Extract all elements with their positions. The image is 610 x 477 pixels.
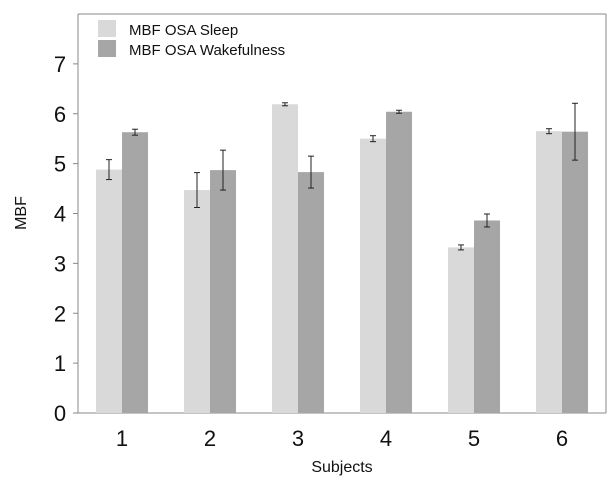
x-tick-label: 6 [556, 426, 568, 451]
error-bar-wakefulness-6 [572, 102, 578, 161]
y-tick-label: 0 [54, 401, 66, 426]
plot-frame [77, 13, 607, 414]
error-bar-sleep-5 [458, 244, 464, 251]
bar-wakefulness-1 [122, 132, 148, 414]
legend-swatch [98, 40, 116, 57]
y-tick-label: 3 [54, 251, 66, 276]
bar-sleep-3 [272, 104, 298, 414]
y-tick-label: 5 [54, 152, 66, 177]
error-bar-wakefulness-5 [484, 213, 490, 228]
legend: MBF OSA Sleep MBF OSA Wakefulness [98, 20, 285, 59]
bar-sleep-4 [360, 138, 386, 413]
legend-label: MBF OSA Sleep [129, 22, 238, 39]
y-tick-label: 1 [54, 351, 66, 376]
error-bar-sleep-4 [370, 135, 376, 143]
error-bar-sleep-6 [546, 128, 552, 135]
x-tick-label: 3 [292, 426, 304, 451]
legend-swatch [98, 20, 116, 37]
bar-wakefulness-5 [474, 220, 500, 413]
legend-item-wakefulness: MBF OSA Wakefulness [98, 40, 285, 59]
bar-wakefulness-6 [562, 131, 588, 413]
error-bar-sleep-3 [282, 102, 288, 107]
x-tick-label: 1 [116, 426, 128, 451]
bar-sleep-2 [184, 190, 210, 413]
bar-sleep-5 [448, 247, 474, 413]
y-tick-label: 7 [54, 52, 66, 77]
y-tick-label: 4 [54, 202, 66, 227]
legend-item-sleep: MBF OSA Sleep [98, 20, 238, 39]
bar-wakefulness-2 [210, 170, 236, 413]
x-ticks: 1 2 3 4 5 6 [116, 426, 568, 451]
x-tick-label: 4 [380, 426, 392, 451]
y-axis-label: MBF [13, 196, 30, 230]
error-bar-wakefulness-1 [132, 128, 138, 136]
bar-sleep-1 [96, 169, 122, 413]
x-tick-label: 5 [468, 426, 480, 451]
legend-label: MBF OSA Wakefulness [129, 42, 285, 59]
error-bar-sleep-1 [106, 159, 112, 181]
error-bar-wakefulness-4 [396, 109, 402, 114]
bars [96, 104, 588, 414]
error-bar-wakefulness-3 [308, 155, 314, 189]
y-tick-label: 6 [54, 102, 66, 127]
error-bars [106, 102, 578, 251]
bar-sleep-6 [536, 131, 562, 414]
x-axis-label: Subjects [311, 459, 372, 476]
bar-wakefulness-3 [298, 172, 324, 413]
x-tick-label: 2 [204, 426, 216, 451]
error-bar-wakefulness-2 [220, 149, 226, 191]
bar-wakefulness-4 [386, 111, 412, 413]
error-bar-sleep-2 [194, 172, 200, 209]
y-ticks: 0 1 2 3 4 5 6 7 [54, 52, 78, 426]
y-tick-label: 2 [54, 301, 66, 326]
